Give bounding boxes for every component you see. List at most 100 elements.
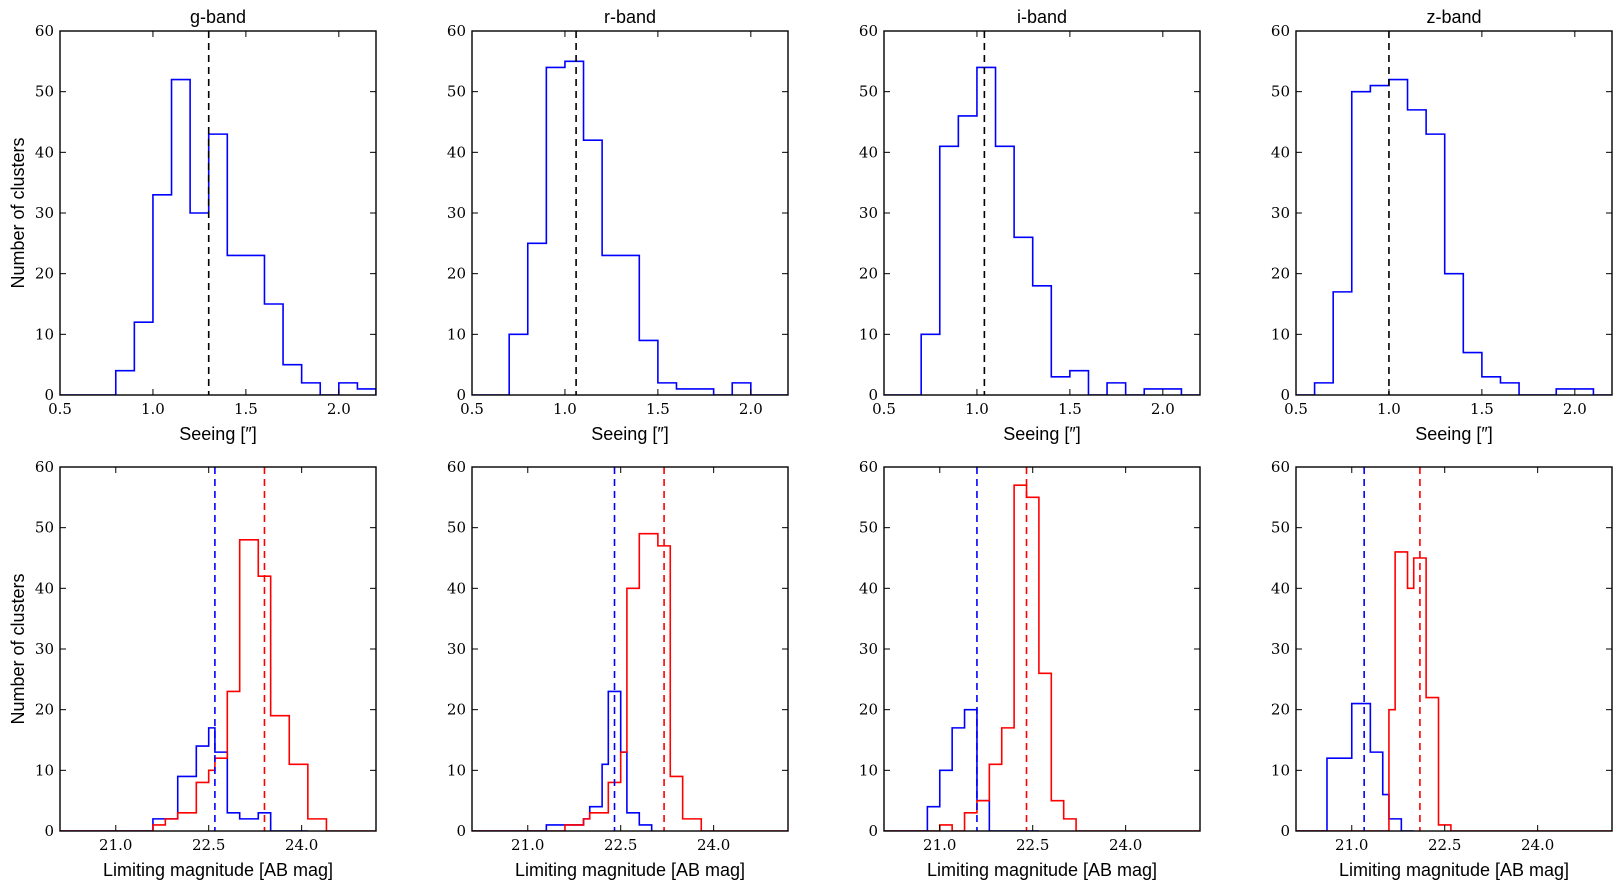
panel-3-histogram-seeing bbox=[884, 66, 1200, 395]
panel-3-xtick-label-0: 0.5 bbox=[872, 400, 896, 418]
panel-2-xtick-label-1: 1.0 bbox=[553, 400, 577, 418]
panel-6-ytick-label-2: 20 bbox=[447, 701, 466, 719]
panel-6-histogram-blue bbox=[472, 690, 653, 831]
panel-1: 0 10 20 30 40 50 60 0.5 1.0 1.5 2.0 g-band Seeing [″… bbox=[8, 7, 377, 444]
panel-8-ytick-label-1: 10 bbox=[1271, 761, 1290, 779]
panel-8-ytick-label-6: 60 bbox=[1271, 458, 1290, 476]
panel-2-xtick-label-2: 1.5 bbox=[646, 400, 670, 418]
panel-4-ytick-label-4: 40 bbox=[1271, 143, 1290, 161]
panel-5: 0 10 20 30 40 50 60 21.0 22.5 24.0 Limiting magnit… bbox=[8, 458, 377, 880]
panel-8-xtick-label-0: 21.0 bbox=[1335, 836, 1368, 854]
panel-1-xtick-label-0: 0.5 bbox=[48, 400, 72, 418]
panel-5-histogram-blue bbox=[60, 727, 308, 831]
panel-6-xtick-label-0: 21.0 bbox=[511, 836, 544, 854]
panel-4-ytick-label-1: 10 bbox=[1271, 325, 1290, 343]
panel-7-ytick-label-4: 40 bbox=[859, 579, 878, 597]
panel-7-ytick-label-1: 10 bbox=[859, 761, 878, 779]
panel-6-ytick-label-1: 10 bbox=[447, 761, 466, 779]
panel-2-ytick-label-1: 10 bbox=[447, 325, 466, 343]
panel-7-ytick-label-6: 60 bbox=[859, 458, 878, 476]
panel-8-xtick-label-1: 22.5 bbox=[1428, 836, 1461, 854]
panel-1-plot-area bbox=[60, 31, 376, 395]
panel-5-ytick-label-6: 60 bbox=[35, 458, 54, 476]
panel-7-ytick-label-2: 20 bbox=[859, 701, 878, 719]
panel-7-ytick-label-3: 30 bbox=[859, 640, 878, 658]
panel-6-ytick-label-6: 60 bbox=[447, 458, 466, 476]
panel-8-ytick-label-3: 30 bbox=[1271, 640, 1290, 658]
panel-1-axes-frame bbox=[59, 30, 377, 396]
panel-8-ytick-label-0: 0 bbox=[1280, 822, 1290, 840]
panel-2: 0 10 20 30 40 50 60 0.5 1.0 1.5 2.0 r-band Seeing [″… bbox=[447, 7, 789, 444]
panel-5-plot-area bbox=[60, 467, 376, 831]
panel-1-ytick-label-5: 50 bbox=[35, 83, 54, 101]
panel-2-ytick-label-0: 0 bbox=[456, 386, 466, 404]
panel-8-axes-frame bbox=[1295, 466, 1613, 832]
panel-5-axes-frame bbox=[59, 466, 377, 832]
panel-5-xlabel: Limiting magnitude [AB mag] bbox=[103, 860, 333, 880]
panel-2-ytick-label-5: 50 bbox=[447, 83, 466, 101]
panel-1-xlabel: Seeing [″] bbox=[179, 424, 256, 444]
panel-2-plot-area bbox=[472, 31, 788, 395]
panel-3-xtick-label-2: 1.5 bbox=[1058, 400, 1082, 418]
panel-3-ytick-label-1: 10 bbox=[859, 325, 878, 343]
panel-1-xtick-label-2: 1.5 bbox=[234, 400, 258, 418]
panel-2-xtick-label-0: 0.5 bbox=[460, 400, 484, 418]
panel-2-axes-frame bbox=[471, 30, 789, 396]
panel-8-ytick-label-5: 50 bbox=[1271, 519, 1290, 537]
panel-8-histogram-red bbox=[1296, 551, 1612, 831]
panel-5-ytick-label-1: 10 bbox=[35, 761, 54, 779]
panel-3-ytick-label-2: 20 bbox=[859, 265, 878, 283]
panel-7-histogram-blue bbox=[884, 708, 1039, 831]
panel-8: 0 10 20 30 40 50 60 21.0 22.5 24.0 Limiting magnit… bbox=[1271, 458, 1613, 880]
panel-4-ytick-label-2: 20 bbox=[1271, 265, 1290, 283]
panel-6-ytick-label-4: 40 bbox=[447, 579, 466, 597]
panel-6: 0 10 20 30 40 50 60 21.0 22.5 24.0 Limiting magnit… bbox=[447, 458, 789, 880]
panel-5-ytick-label-0: 0 bbox=[44, 822, 54, 840]
panel-7: 0 10 20 30 40 50 60 21.0 22.5 24.0 Limiting magnit… bbox=[859, 458, 1201, 880]
panel-4-xtick-label-2: 1.5 bbox=[1470, 400, 1494, 418]
panel-8-ytick-label-4: 40 bbox=[1271, 579, 1290, 597]
panel-7-xlabel: Limiting magnitude [AB mag] bbox=[927, 860, 1157, 880]
panel-8-xtick-label-2: 24.0 bbox=[1521, 836, 1554, 854]
panel-2-ytick-label-4: 40 bbox=[447, 143, 466, 161]
panel-1-ytick-label-3: 30 bbox=[35, 204, 54, 222]
panel-1-xtick-label-1: 1.0 bbox=[141, 400, 165, 418]
panel-1-title: g-band bbox=[190, 7, 246, 27]
panel-6-axes-frame bbox=[471, 466, 789, 832]
panel-8-plot-area bbox=[1296, 467, 1612, 831]
panel-3-xlabel: Seeing [″] bbox=[1003, 424, 1080, 444]
panel-1-ytick-label-1: 10 bbox=[35, 325, 54, 343]
panel-3-xtick-label-3: 2.0 bbox=[1151, 400, 1175, 418]
panel-3-ytick-label-0: 0 bbox=[868, 386, 878, 404]
panel-5-ytick-label-3: 30 bbox=[35, 640, 54, 658]
panel-2-xlabel: Seeing [″] bbox=[591, 424, 668, 444]
panel-2-title: r-band bbox=[604, 7, 656, 27]
panel-1-ytick-label-4: 40 bbox=[35, 143, 54, 161]
panel-2-xtick-label-3: 2.0 bbox=[739, 400, 763, 418]
panel-7-xtick-label-2: 24.0 bbox=[1109, 836, 1142, 854]
panel-3-ytick-label-4: 40 bbox=[859, 143, 878, 161]
panel-8-histogram-blue bbox=[1296, 702, 1414, 831]
panel-4-ytick-label-3: 30 bbox=[1271, 204, 1290, 222]
panel-5-ytick-label-5: 50 bbox=[35, 519, 54, 537]
panel-3: 0 10 20 30 40 50 60 0.5 1.0 1.5 2.0 i-band Seeing [″… bbox=[859, 7, 1201, 444]
panel-1-histogram-seeing bbox=[60, 78, 376, 395]
panel-2-histogram-seeing bbox=[472, 60, 788, 395]
panel-6-xtick-label-2: 24.0 bbox=[697, 836, 730, 854]
panel-5-ytick-label-2: 20 bbox=[35, 701, 54, 719]
panel-1-xtick-label-3: 2.0 bbox=[327, 400, 351, 418]
panel-7-ytick-label-5: 50 bbox=[859, 519, 878, 537]
panel-5-histogram-red bbox=[60, 539, 376, 831]
panel-4-axes-frame bbox=[1295, 30, 1613, 396]
panel-8-ytick-label-2: 20 bbox=[1271, 701, 1290, 719]
panel-5-ytick-label-4: 40 bbox=[35, 579, 54, 597]
panel-3-ytick-label-6: 60 bbox=[859, 22, 878, 40]
panel-7-histogram-red bbox=[884, 484, 1200, 831]
panel-4-xlabel: Seeing [″] bbox=[1415, 424, 1492, 444]
panel-6-xlabel: Limiting magnitude [AB mag] bbox=[515, 860, 745, 880]
panel-5-xtick-label-1: 22.5 bbox=[192, 836, 225, 854]
panel-7-plot-area bbox=[884, 467, 1200, 831]
panel-6-ytick-label-0: 0 bbox=[456, 822, 466, 840]
panel-5-ylabel: Number of clusters bbox=[8, 573, 28, 724]
